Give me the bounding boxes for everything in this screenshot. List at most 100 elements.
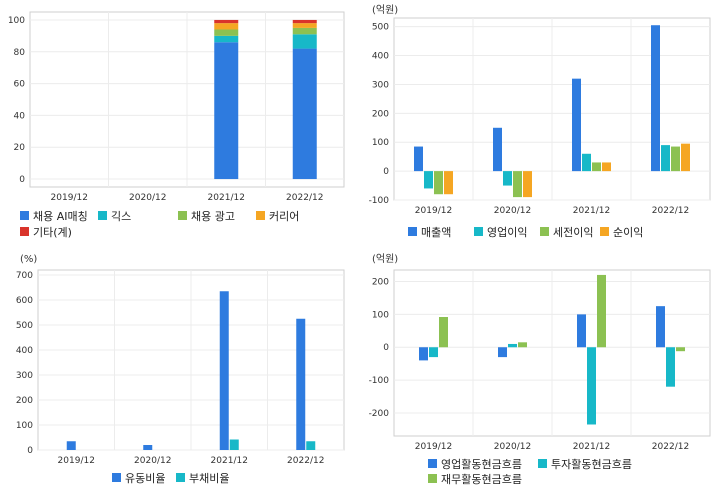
y-tick-label: 0 — [383, 343, 389, 353]
y-tick-label: 80 — [14, 48, 26, 58]
bar — [292, 19, 317, 24]
x-tick-label: 2019/12 — [58, 456, 95, 466]
bar — [429, 347, 438, 358]
bar — [214, 29, 239, 36]
y-tick-label: 200 — [372, 278, 389, 288]
bar — [229, 439, 239, 450]
bar — [676, 347, 685, 352]
x-tick-label: 2022/12 — [652, 442, 689, 452]
legend-label: 유동비율 — [125, 472, 165, 485]
legend-label: 세전이익 — [553, 226, 593, 239]
legend-label: 채용 AI매칭 — [33, 210, 88, 223]
unit-label: (억원) — [372, 253, 398, 265]
bar — [292, 23, 317, 28]
bar — [214, 42, 239, 180]
y-tick-label: 100 — [372, 138, 389, 148]
y-tick-label: 0 — [27, 446, 33, 456]
chart-4: -200 -100 0 100 200 2019/12 2020/12 2021/12 2022… — [369, 253, 711, 486]
legend-label: 기타(계) — [33, 226, 72, 239]
x-tick-label: 2019/12 — [415, 206, 452, 216]
y-tick-label: 500 — [372, 23, 389, 33]
y-tick-label: -100 — [369, 196, 390, 206]
bar — [214, 23, 239, 30]
bar — [498, 347, 507, 358]
bar — [572, 78, 581, 172]
x-tick-label: 2022/12 — [286, 193, 323, 203]
legend-swatch — [20, 227, 29, 236]
legend-label: 투자활동현금흐름 — [551, 457, 632, 471]
bar — [681, 143, 690, 172]
bar — [66, 441, 76, 450]
y-tick-label: 300 — [16, 371, 33, 381]
bar — [493, 127, 502, 172]
x-tick-label: 2020/12 — [129, 193, 166, 203]
y-tick-label: 0 — [383, 167, 389, 177]
bar — [518, 342, 527, 348]
legend-swatch — [20, 211, 29, 220]
legend-swatch — [538, 459, 547, 468]
x-tick-label: 2020/12 — [134, 456, 171, 466]
legend-label: 커리어 — [269, 210, 299, 223]
legend-swatch — [600, 227, 609, 236]
unit-label: (억원) — [372, 4, 398, 16]
bar — [419, 347, 428, 361]
legend-label: 매출액 — [421, 226, 451, 239]
bar — [439, 317, 448, 348]
bar — [503, 171, 512, 186]
bar — [219, 291, 229, 450]
legend-swatch — [112, 473, 121, 482]
bar — [592, 162, 601, 172]
y-tick-label: 400 — [372, 52, 389, 62]
y-tick-label: 300 — [372, 80, 389, 90]
x-tick-label: 2020/12 — [494, 442, 531, 452]
bar — [292, 27, 317, 35]
y-tick-label: 100 — [372, 310, 389, 320]
bar — [292, 34, 317, 49]
x-tick-label: 2021/12 — [573, 442, 610, 452]
bar — [582, 153, 591, 172]
y-tick-label: 600 — [16, 296, 33, 306]
legend-label: 순이익 — [613, 226, 643, 239]
legend-swatch — [256, 211, 265, 220]
bar — [424, 171, 433, 189]
legend-swatch — [408, 227, 417, 236]
bar — [577, 314, 586, 348]
bar — [587, 347, 596, 425]
x-tick-label: 2021/12 — [211, 456, 248, 466]
bar — [306, 441, 316, 450]
bar — [214, 35, 239, 43]
legend-swatch — [540, 227, 549, 236]
bar — [602, 162, 611, 172]
y-tick-label: 200 — [372, 109, 389, 119]
bar — [597, 274, 606, 348]
x-tick-label: 2022/12 — [652, 206, 689, 216]
bar — [296, 318, 306, 450]
legend-swatch — [428, 474, 437, 483]
bar — [671, 146, 680, 172]
bar — [523, 171, 532, 198]
y-tick-label: 0 — [19, 175, 25, 185]
bar — [414, 146, 423, 172]
y-tick-label: 500 — [16, 321, 33, 331]
legend-swatch — [474, 227, 483, 236]
x-tick-label: 2022/12 — [287, 456, 324, 466]
y-tick-label: 60 — [14, 80, 26, 90]
bar — [513, 171, 522, 198]
legend-swatch — [98, 211, 107, 220]
y-tick-label: -100 — [369, 376, 390, 386]
bar — [444, 171, 453, 195]
bar — [661, 145, 670, 172]
y-tick-label: 700 — [16, 271, 33, 281]
y-tick-label: 20 — [14, 143, 26, 153]
y-tick-label: -200 — [369, 409, 390, 419]
bar — [666, 347, 675, 387]
bar — [143, 445, 153, 450]
legend-label: 부채비율 — [189, 472, 229, 485]
x-tick-label: 2020/12 — [494, 206, 531, 216]
legend-label: 긱스 — [111, 210, 131, 223]
x-tick-label: 2021/12 — [573, 206, 610, 216]
bar — [656, 306, 665, 348]
y-tick-label: 100 — [16, 421, 33, 431]
bar — [292, 48, 317, 180]
